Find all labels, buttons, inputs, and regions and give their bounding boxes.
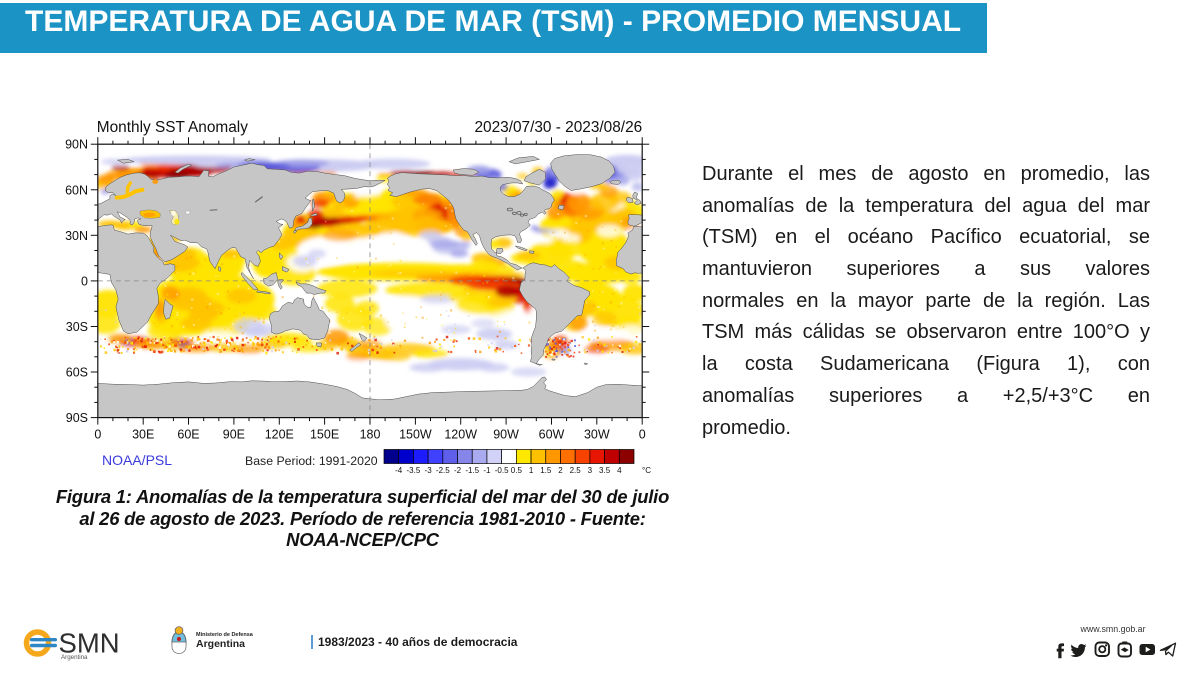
svg-text:0.5: 0.5 [511,466,523,475]
svg-text:90S: 90S [66,411,88,425]
svg-text:°C: °C [642,466,651,475]
svg-text:60E: 60E [177,428,199,442]
svg-text:1.5: 1.5 [540,466,552,475]
svg-text:-2: -2 [454,466,462,475]
svg-text:150W: 150W [399,428,432,442]
svg-text:30S: 30S [66,320,88,334]
svg-text:60S: 60S [66,366,88,380]
svg-text:120W: 120W [444,428,477,442]
svg-text:-1.5: -1.5 [465,466,479,475]
svg-text:3: 3 [588,466,593,475]
svg-text:-0.5: -0.5 [495,466,509,475]
svg-text:2.5: 2.5 [570,466,582,475]
svg-text:-2.5: -2.5 [436,466,450,475]
svg-text:30N: 30N [65,229,88,243]
svg-text:Argentina: Argentina [196,638,245,650]
svg-text:2023/07/30 - 2023/08/26: 2023/07/30 - 2023/08/26 [474,119,642,136]
svg-text:60W: 60W [539,428,565,442]
svg-text:0: 0 [81,274,88,288]
svg-text:0: 0 [639,428,646,442]
svg-text:60N: 60N [65,183,88,197]
svg-text:180: 180 [360,428,381,442]
svg-text:Ministerio de Defensa: Ministerio de Defensa [196,632,254,638]
svg-text:-3: -3 [425,466,433,475]
svg-text:150E: 150E [310,428,339,442]
svg-text:30W: 30W [584,428,610,442]
svg-text:-3.5: -3.5 [407,466,421,475]
svg-text:3.5: 3.5 [599,466,611,475]
svg-text:Argentina: Argentina [61,654,88,661]
svg-text:30E: 30E [132,428,154,442]
svg-text:1983/2023 - 40 años de democra: 1983/2023 - 40 años de democracia [318,635,518,649]
svg-text:SMN: SMN [59,628,120,659]
svg-text:1: 1 [529,466,534,475]
svg-text:90W: 90W [493,428,519,442]
svg-text:Base Period: 1991-2020: Base Period: 1991-2020 [245,454,378,468]
svg-text:0: 0 [94,428,101,442]
svg-text:-4: -4 [395,466,403,475]
svg-text:90N: 90N [65,138,88,152]
svg-text:120E: 120E [265,428,294,442]
svg-text:-1: -1 [483,466,491,475]
svg-text:Monthly SST Anomaly: Monthly SST Anomaly [97,119,248,136]
svg-text:90E: 90E [223,428,245,442]
svg-text:www.smn.gob.ar: www.smn.gob.ar [1079,624,1145,634]
svg-text:2: 2 [558,466,563,475]
svg-text:4: 4 [617,466,622,475]
svg-text:NOAA/PSL: NOAA/PSL [102,452,172,468]
